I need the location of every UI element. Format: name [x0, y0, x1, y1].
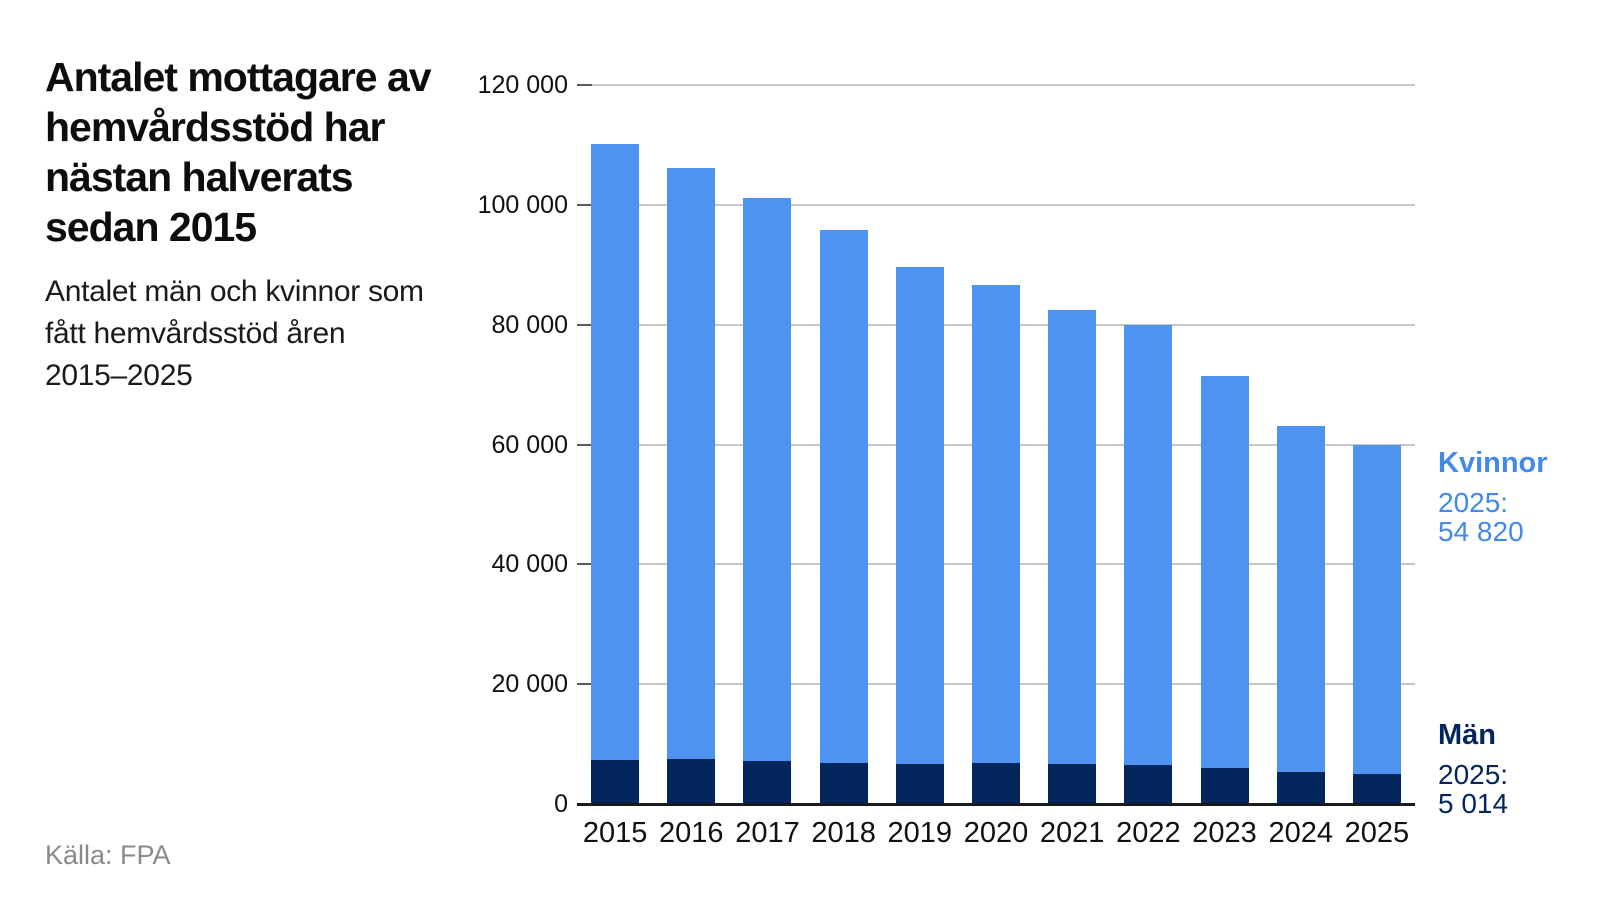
- chart-subtitle-line: 2015–2025: [45, 359, 193, 392]
- bar-man-2024: [1276, 771, 1325, 804]
- bar-kvinnor-2024: [1276, 425, 1325, 772]
- bar-kvinnor-2020: [972, 284, 1020, 763]
- legend-man-label: Män: [1438, 719, 1496, 751]
- legend-man-year: 2025:: [1438, 759, 1509, 790]
- y-axis-tick: [577, 323, 592, 326]
- chart-subtitle-line: Antalet män och kvinnor som: [45, 275, 424, 308]
- x-axis-label: 2024: [1268, 817, 1333, 849]
- gridline: [577, 84, 1415, 86]
- y-axis-label: 80 000: [491, 310, 568, 339]
- bar-kvinnor-2023: [1200, 375, 1249, 769]
- x-axis-label: 2018: [811, 817, 876, 849]
- legend-kvinnor-year: 2025:: [1438, 487, 1509, 518]
- y-axis-tick: [577, 683, 592, 686]
- bar-man-2016: [667, 759, 716, 804]
- gridline: [577, 203, 1415, 206]
- bar-kvinnor-2022: [1124, 325, 1173, 765]
- chart-subtitle-line: fått hemvårdsstöd åren: [45, 317, 346, 350]
- bar-kvinnor-2015: [591, 144, 640, 760]
- bar-kvinnor-2021: [1048, 310, 1097, 765]
- bar-man-2021: [1048, 764, 1097, 804]
- bar-kvinnor-2017: [743, 198, 792, 762]
- bar-kvinnor-2019: [895, 266, 944, 765]
- chart-subtitle: Antalet män och kvinnor som fått hemvård…: [45, 271, 485, 397]
- x-axis-label: 2025: [1344, 817, 1410, 849]
- x-axis-label: 2016: [659, 817, 724, 849]
- x-axis-label: 2015: [582, 817, 648, 849]
- legend-kvinnor-value: 54 820: [1438, 516, 1524, 547]
- bar-man-2018: [819, 762, 868, 804]
- x-axis-label: 2017: [735, 817, 800, 849]
- bar-man-2019: [895, 764, 944, 804]
- x-axis-label: 2023: [1192, 817, 1257, 849]
- chart-title-line: hemvårdsstöd har: [45, 104, 385, 150]
- y-axis-label: 100 000: [477, 190, 568, 219]
- legend-kvinnor: Kvinnor 2025: 54 820: [1438, 447, 1598, 547]
- y-axis-tick: [577, 203, 592, 206]
- bar-man-2022: [1124, 764, 1173, 804]
- bar-man-2017: [743, 761, 792, 804]
- legend-man: Män 2025: 5 014: [1438, 719, 1598, 819]
- y-axis-tick: [577, 563, 592, 566]
- x-axis-line: [577, 803, 1415, 806]
- y-axis-label: 60 000: [491, 430, 568, 459]
- chart-title-line: nästan halverats: [45, 154, 354, 200]
- y-axis-label: 120 000: [477, 71, 568, 99]
- bar-kvinnor-2025: [1352, 445, 1401, 774]
- bar-man-2023: [1200, 768, 1249, 804]
- legend-kvinnor-label: Kvinnor: [1438, 447, 1548, 479]
- y-axis-label: 40 000: [491, 550, 568, 579]
- bar-man-2020: [972, 762, 1020, 804]
- chart-title: Antalet mottagare av hemvårdsstöd har nä…: [45, 52, 485, 252]
- y-axis-tick: [577, 84, 592, 86]
- source-credit: Källa: FPA: [45, 840, 171, 870]
- y-axis-label: 0: [554, 790, 568, 818]
- x-axis-label: 2019: [887, 817, 953, 849]
- y-axis-tick: [577, 443, 592, 446]
- bar-man-2015: [591, 759, 640, 804]
- x-axis-label: 2022: [1116, 817, 1181, 849]
- bar-man-2025: [1352, 773, 1401, 804]
- x-axis-label: 2021: [1039, 817, 1105, 849]
- chart-title-line: Antalet mottagare av: [45, 54, 432, 100]
- y-axis-label: 20 000: [491, 670, 568, 699]
- legend-man-value: 5 014: [1438, 788, 1509, 819]
- chart-title-line: sedan 2015: [45, 204, 257, 250]
- x-axis-label: 2020: [963, 817, 1029, 849]
- bar-kvinnor-2016: [667, 167, 716, 760]
- bar-kvinnor-2018: [819, 229, 868, 763]
